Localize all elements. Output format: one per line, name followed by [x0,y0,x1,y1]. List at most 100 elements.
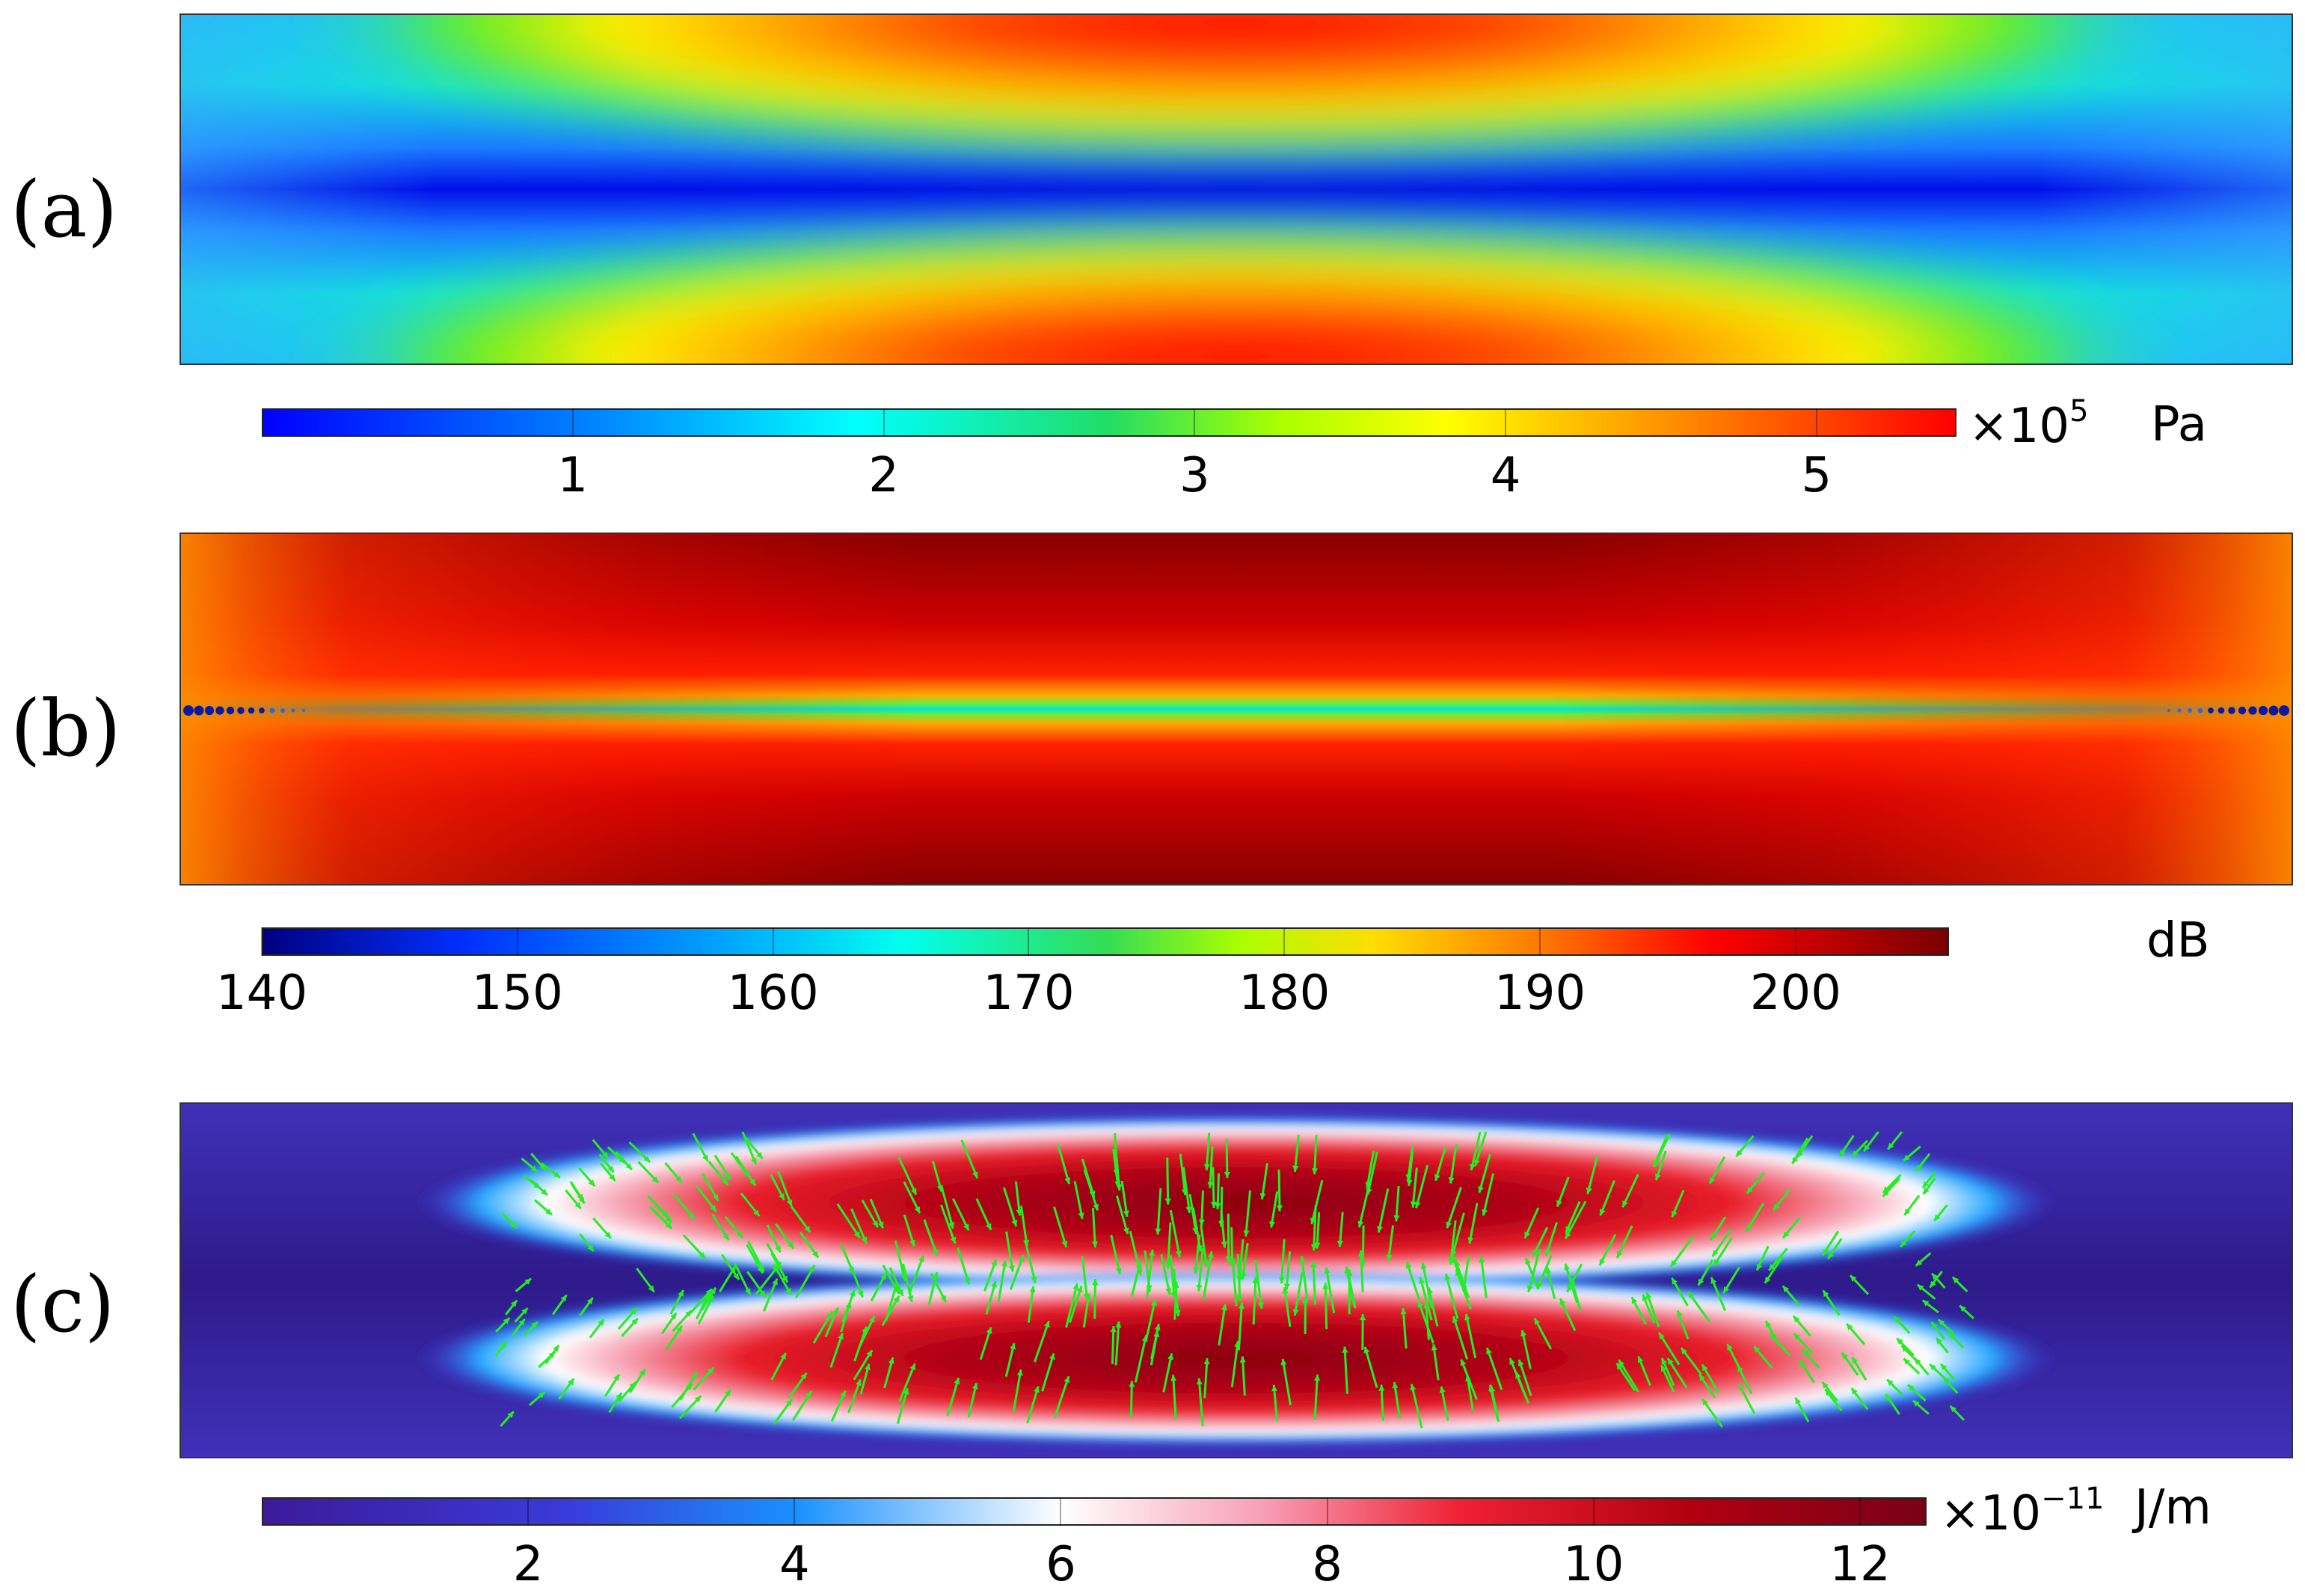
intensity-arrow-head [1922,1300,1930,1307]
intensity-arrow-head [1467,1237,1474,1244]
colorbar-tick-label: 150 [471,966,563,1021]
spl-field-image [181,534,2292,884]
intensity-arrow-head [848,1266,854,1274]
intensity-arrow [896,1387,909,1424]
intensity-arrow-head [749,1179,756,1186]
intensity-arrow-head [1452,1256,1458,1264]
intensity-arrow-head [1479,1256,1485,1263]
intensity-arrow-head [1150,1299,1157,1307]
intensity-arrow-head [1283,1283,1290,1290]
intensity-arrow-head [1115,1321,1122,1328]
intensity-arrow-head [708,1295,713,1303]
intensity-arrow [1260,1163,1268,1200]
intensity-arrow [1586,1155,1599,1194]
intensity-arrow-head [1792,1156,1799,1164]
intensity-arrow [1444,1273,1459,1319]
intensity-arrow-head [1018,1255,1025,1262]
intensity-arrow-head [1894,1316,1901,1324]
intensity-arrows [494,1131,1974,1428]
intensity-arrow [1281,1358,1292,1406]
colorbar-tick-label: 8 [1312,1537,1342,1592]
pressure-field-image [181,15,2292,363]
intensity-arrow-head [598,1319,604,1326]
intensity-arrow [1146,1249,1154,1298]
intensity-arrow-head [541,1188,547,1195]
intensity-arrow [1110,1234,1121,1275]
intensity-arrow-head [1310,1218,1316,1224]
intensity-arrow-head [1660,1365,1667,1372]
colorbar-tick-mark [1794,927,1796,956]
intensity-arrow-head [1357,1250,1365,1257]
intensity-arrow-head [1431,1344,1437,1351]
intensity-arrow [1197,1247,1204,1292]
intensity-arrow-head [510,1221,517,1229]
intensity-arrow-head [782,1275,788,1283]
intensity-arrow [1421,1262,1434,1309]
intensity-arrow [1508,1357,1528,1399]
intensity-arrow-head [918,1255,924,1262]
intensity-arrow-head [1322,1283,1329,1289]
intensity-arrow-head [1713,1259,1720,1266]
intensity-arrow [957,1247,971,1285]
intensity-arrow-head [1280,1358,1287,1366]
intensity-arrow-head [1344,1266,1351,1274]
intensity-arrow-head [1661,1357,1668,1365]
intensity-arrow-head [909,1239,915,1247]
intensity-arrow-head [1236,1295,1243,1301]
intensity-arrow-head [986,1327,992,1334]
intensity-arrow-head [1310,1261,1317,1268]
intensity-arrow [1254,1259,1263,1309]
colorbar-tick-mark [1859,1497,1861,1526]
intensity-arrow-head [840,1390,846,1398]
intensity-arrow-head [1556,1200,1562,1207]
intensity-arrow [1244,1190,1252,1237]
colorbar-tick-label: 6 [1046,1537,1076,1592]
intensity-arrow [1203,1358,1209,1399]
intensity-arrow-head [1114,1180,1121,1188]
nodal-dot [2188,708,2192,713]
intensity-arrow-head [1446,1221,1452,1229]
intensity-arrow-head [1534,1318,1541,1325]
intensity-arrow-head [1599,1209,1606,1216]
intensity-arrow-head [725,1389,731,1396]
intensity-arrow [1415,1164,1429,1209]
intensity-arrow-head [853,1231,860,1239]
intensity-arrow [1419,1277,1433,1321]
nodal-dot [291,708,295,713]
intensity-arrow [1449,1144,1458,1184]
intensity-arrow-head [1238,1302,1245,1310]
intensity-arrow [940,1185,954,1230]
intensity-arrow-head [1943,1377,1950,1384]
pressure-unit-multiplier: ×105 [1968,394,2089,454]
intensity-arrow-head [1011,1219,1018,1227]
pressure-colorbar [262,408,1956,437]
intensity-arrow-head [857,1290,864,1298]
intensity-arrow-head [1393,1215,1400,1222]
intensity-arrow-head [856,1379,862,1387]
intensity-arrow-head [1822,1381,1829,1389]
intensity-arrow [1209,1146,1214,1188]
intensity-arrow-head [616,1393,622,1400]
intensity-arrow [1057,1144,1071,1185]
intensity-arrow [1402,1307,1408,1349]
intensity-arrow-head [604,1231,611,1239]
intensity-arrow-head [1239,1356,1246,1363]
intensity-arrow [1462,1255,1470,1292]
intensity-arrow-head [503,1318,510,1325]
intensity-arrow [836,1203,861,1239]
intensity-arrow [1237,1302,1243,1351]
intensity-arrow-head [1885,1394,1892,1402]
intensity-arrow-head [868,1316,875,1323]
colorbar-tick-label: 160 [727,966,819,1021]
intensity-arrow-head [1567,1285,1573,1292]
intensity-arrow-head [507,1411,514,1419]
intensity-arrow-head [736,1231,743,1239]
intensity-arrow-head [1770,1333,1777,1340]
intensity-arrow-head [1414,1201,1421,1209]
intensity-arrow-head [936,1185,943,1192]
colorbar-tick-label: 200 [1749,966,1841,1021]
intensity-arrow-head [1064,1376,1070,1384]
intensity-arrow-head [1710,1277,1717,1284]
nodal-dot [301,708,306,713]
intensity-arrow-head [1586,1187,1592,1194]
